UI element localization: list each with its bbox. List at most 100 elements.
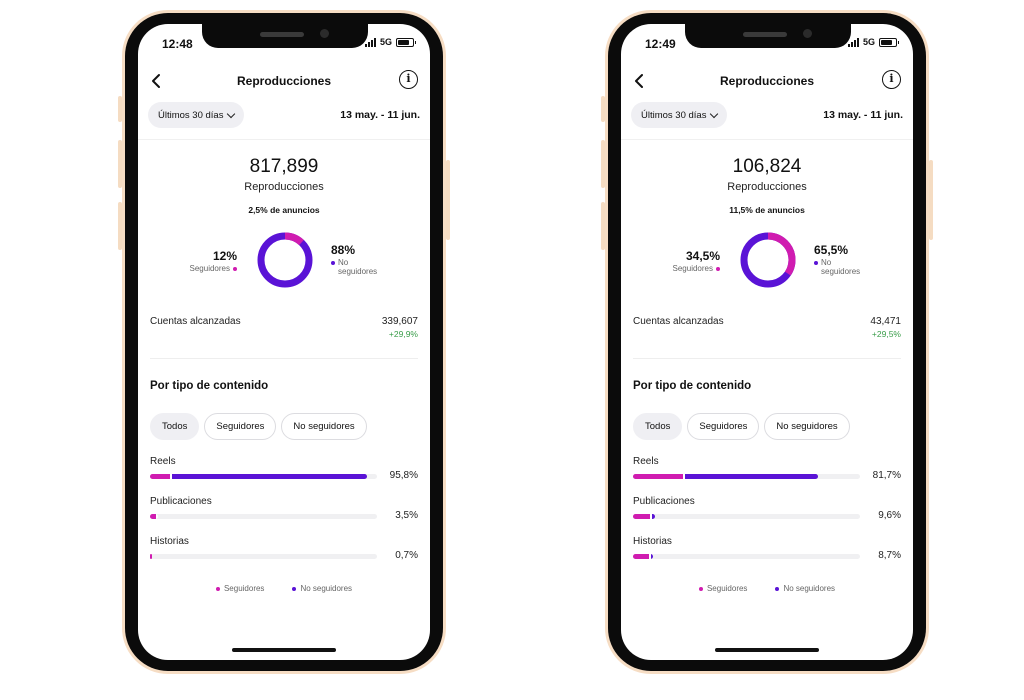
content-type-bar-track — [150, 554, 377, 559]
status-time: 12:48 — [162, 37, 193, 51]
filter-chips: Todos Seguidores No seguidores — [633, 413, 850, 440]
nonfollowers-dot — [331, 261, 335, 265]
nonfollowers-label-1: No — [821, 258, 832, 267]
accounts-reached-value: 339,607 — [381, 316, 418, 327]
content-type-bar-track — [150, 514, 377, 519]
donut-segment-followers — [740, 232, 796, 288]
side-button-volume-up — [601, 140, 605, 188]
date-range-dates: 13 may. - 11 jun. — [340, 109, 420, 121]
followers-legend: 12% Seguidores — [190, 249, 237, 273]
header: Reproducciones i — [621, 70, 913, 96]
phone-screen: 12:49 5G Reproducciones i Últimos 30 día… — [621, 24, 913, 660]
divider — [633, 358, 901, 359]
notch — [685, 24, 851, 48]
content-type-pct: 0,7% — [395, 550, 418, 561]
side-button-power — [929, 160, 933, 240]
divider — [621, 139, 913, 140]
content-type-pct: 81,7% — [872, 470, 901, 481]
content-type-bar-track — [633, 474, 860, 479]
content-type-label: Historias — [633, 536, 672, 547]
bar-legend: Seguidores No seguidores — [138, 584, 430, 593]
content-type-bar — [633, 554, 653, 559]
chip-followers[interactable]: Seguidores — [204, 413, 277, 440]
ads-share: 11,5% de anuncios — [729, 205, 805, 215]
bar-segment-nonfollowers — [652, 514, 655, 519]
donut-chart — [257, 232, 313, 288]
back-arrow-icon[interactable] — [631, 72, 649, 90]
accounts-reached-change: +29,9% — [388, 329, 418, 339]
nonfollowers-dot — [292, 586, 297, 591]
divider — [138, 139, 430, 140]
notch — [202, 24, 368, 48]
accounts-reached-label: Cuentas alcanzadas — [150, 316, 241, 327]
accounts-reached-change: +29,5% — [871, 329, 901, 339]
bar-segment-followers — [633, 554, 649, 559]
total-views: 817,899 — [249, 156, 319, 177]
date-range-dropdown[interactable]: Últimos 30 días — [631, 102, 728, 128]
content-type-bar — [150, 474, 368, 479]
side-button-mute — [601, 96, 605, 122]
content-type-bar-track — [150, 474, 377, 479]
chip-all[interactable]: Todos — [633, 413, 683, 440]
bar-segment-gap — [650, 514, 653, 519]
status-bar-right: 5G — [847, 37, 899, 47]
phone-screen: 12:48 5G Reproducciones i Últimos 30 día… — [138, 24, 430, 660]
bar-segment-nonfollowers — [650, 554, 653, 559]
divider — [150, 358, 418, 359]
page-title: Reproducciones — [236, 74, 332, 88]
info-icon[interactable]: i — [882, 70, 901, 89]
donut-segment-nonfollowers — [257, 232, 313, 288]
page-title: Reproducciones — [719, 74, 815, 88]
chip-nonfollowers[interactable]: No seguidores — [764, 413, 850, 440]
content-type-pct: 9,6% — [878, 510, 901, 521]
content-type-pct: 3,5% — [395, 510, 418, 521]
nonfollowers-pct: 65,5% — [814, 243, 849, 257]
phone-left: 12:48 5G Reproducciones i Últimos 30 día… — [118, 10, 450, 674]
nonfollowers-legend: 88% No seguidores — [331, 243, 377, 276]
total-views-label: Reproducciones — [727, 181, 807, 193]
donut-chart — [740, 232, 796, 288]
total-views: 106,824 — [732, 156, 802, 177]
chip-nonfollowers[interactable]: No seguidores — [281, 413, 367, 440]
bar-segment-followers — [633, 514, 651, 519]
legend-followers: Seguidores — [223, 584, 265, 593]
status-bar-right: 5G — [364, 37, 416, 47]
bar-segment-followers — [150, 474, 170, 479]
bar-segment-followers — [150, 554, 152, 559]
bar-segment-followers — [150, 514, 157, 519]
content-type-pct: 95,8% — [389, 470, 418, 481]
filter-chips: Todos Seguidores No seguidores — [150, 413, 367, 440]
chevron-down-icon — [227, 109, 236, 118]
home-indicator[interactable] — [715, 648, 819, 652]
chip-all[interactable]: Todos — [150, 413, 200, 440]
side-button-power — [446, 160, 450, 240]
bar-segment-gap — [683, 474, 686, 479]
content-type-bar — [633, 514, 655, 519]
speaker-grille — [743, 32, 787, 37]
phone-right: 12:49 5G Reproducciones i Últimos 30 día… — [601, 10, 933, 674]
content-type-label: Reels — [633, 456, 659, 467]
date-range-dropdown[interactable]: Últimos 30 días — [148, 102, 245, 128]
content-type-pct: 8,7% — [878, 550, 901, 561]
info-icon[interactable]: i — [399, 70, 418, 89]
followers-dot — [215, 586, 220, 591]
content-type-label: Historias — [150, 536, 189, 547]
legend-nonfollowers: No seguidores — [783, 584, 836, 593]
ads-share: 2,5% de anuncios — [248, 205, 320, 215]
back-arrow-icon[interactable] — [148, 72, 166, 90]
front-camera — [803, 29, 812, 38]
date-range-label: Últimos 30 días — [158, 109, 224, 121]
content-type-bar-track — [633, 514, 860, 519]
section-title: Por tipo de contenido — [633, 380, 752, 392]
bar-segment-nonfollowers — [685, 474, 819, 479]
content-type-label: Publicaciones — [633, 496, 695, 507]
followers-dot — [698, 586, 703, 591]
nonfollowers-legend: 65,5% No seguidores — [814, 243, 860, 276]
date-range-dates: 13 may. - 11 jun. — [823, 109, 903, 121]
legend-nonfollowers: No seguidores — [300, 584, 353, 593]
home-indicator[interactable] — [232, 648, 336, 652]
chip-followers[interactable]: Seguidores — [687, 413, 760, 440]
donut-segment-followers — [257, 232, 313, 288]
speaker-grille — [260, 32, 304, 37]
